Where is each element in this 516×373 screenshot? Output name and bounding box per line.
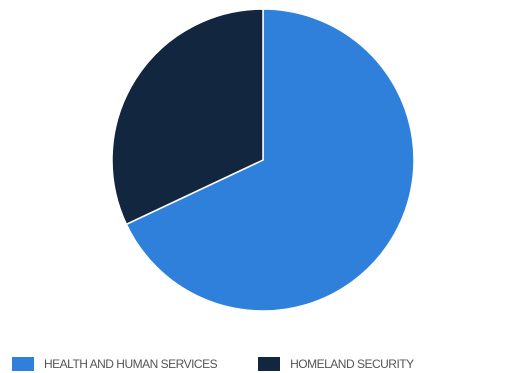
- legend-item-health-and-human-services[interactable]: HEALTH AND HUMAN SERVICES: [12, 357, 218, 371]
- legend-label-homeland-security: HOMELAND SECURITY: [290, 357, 414, 371]
- pie-slice-health-and-human-services[interactable]: [125, 8, 415, 312]
- pie-slices: [111, 8, 415, 312]
- legend-swatch-homeland-security: [258, 357, 281, 371]
- pie-slice-homeland-security[interactable]: [111, 8, 264, 226]
- legend-label-health-and-human-services: HEALTH AND HUMAN SERVICES: [44, 357, 218, 371]
- legend-item-homeland-security[interactable]: HOMELAND SECURITY: [258, 357, 414, 371]
- legend-swatch-health-and-human-services: [12, 357, 34, 371]
- chart-legend: HEALTH AND HUMAN SERVICES HOMELAND SECUR…: [12, 356, 516, 372]
